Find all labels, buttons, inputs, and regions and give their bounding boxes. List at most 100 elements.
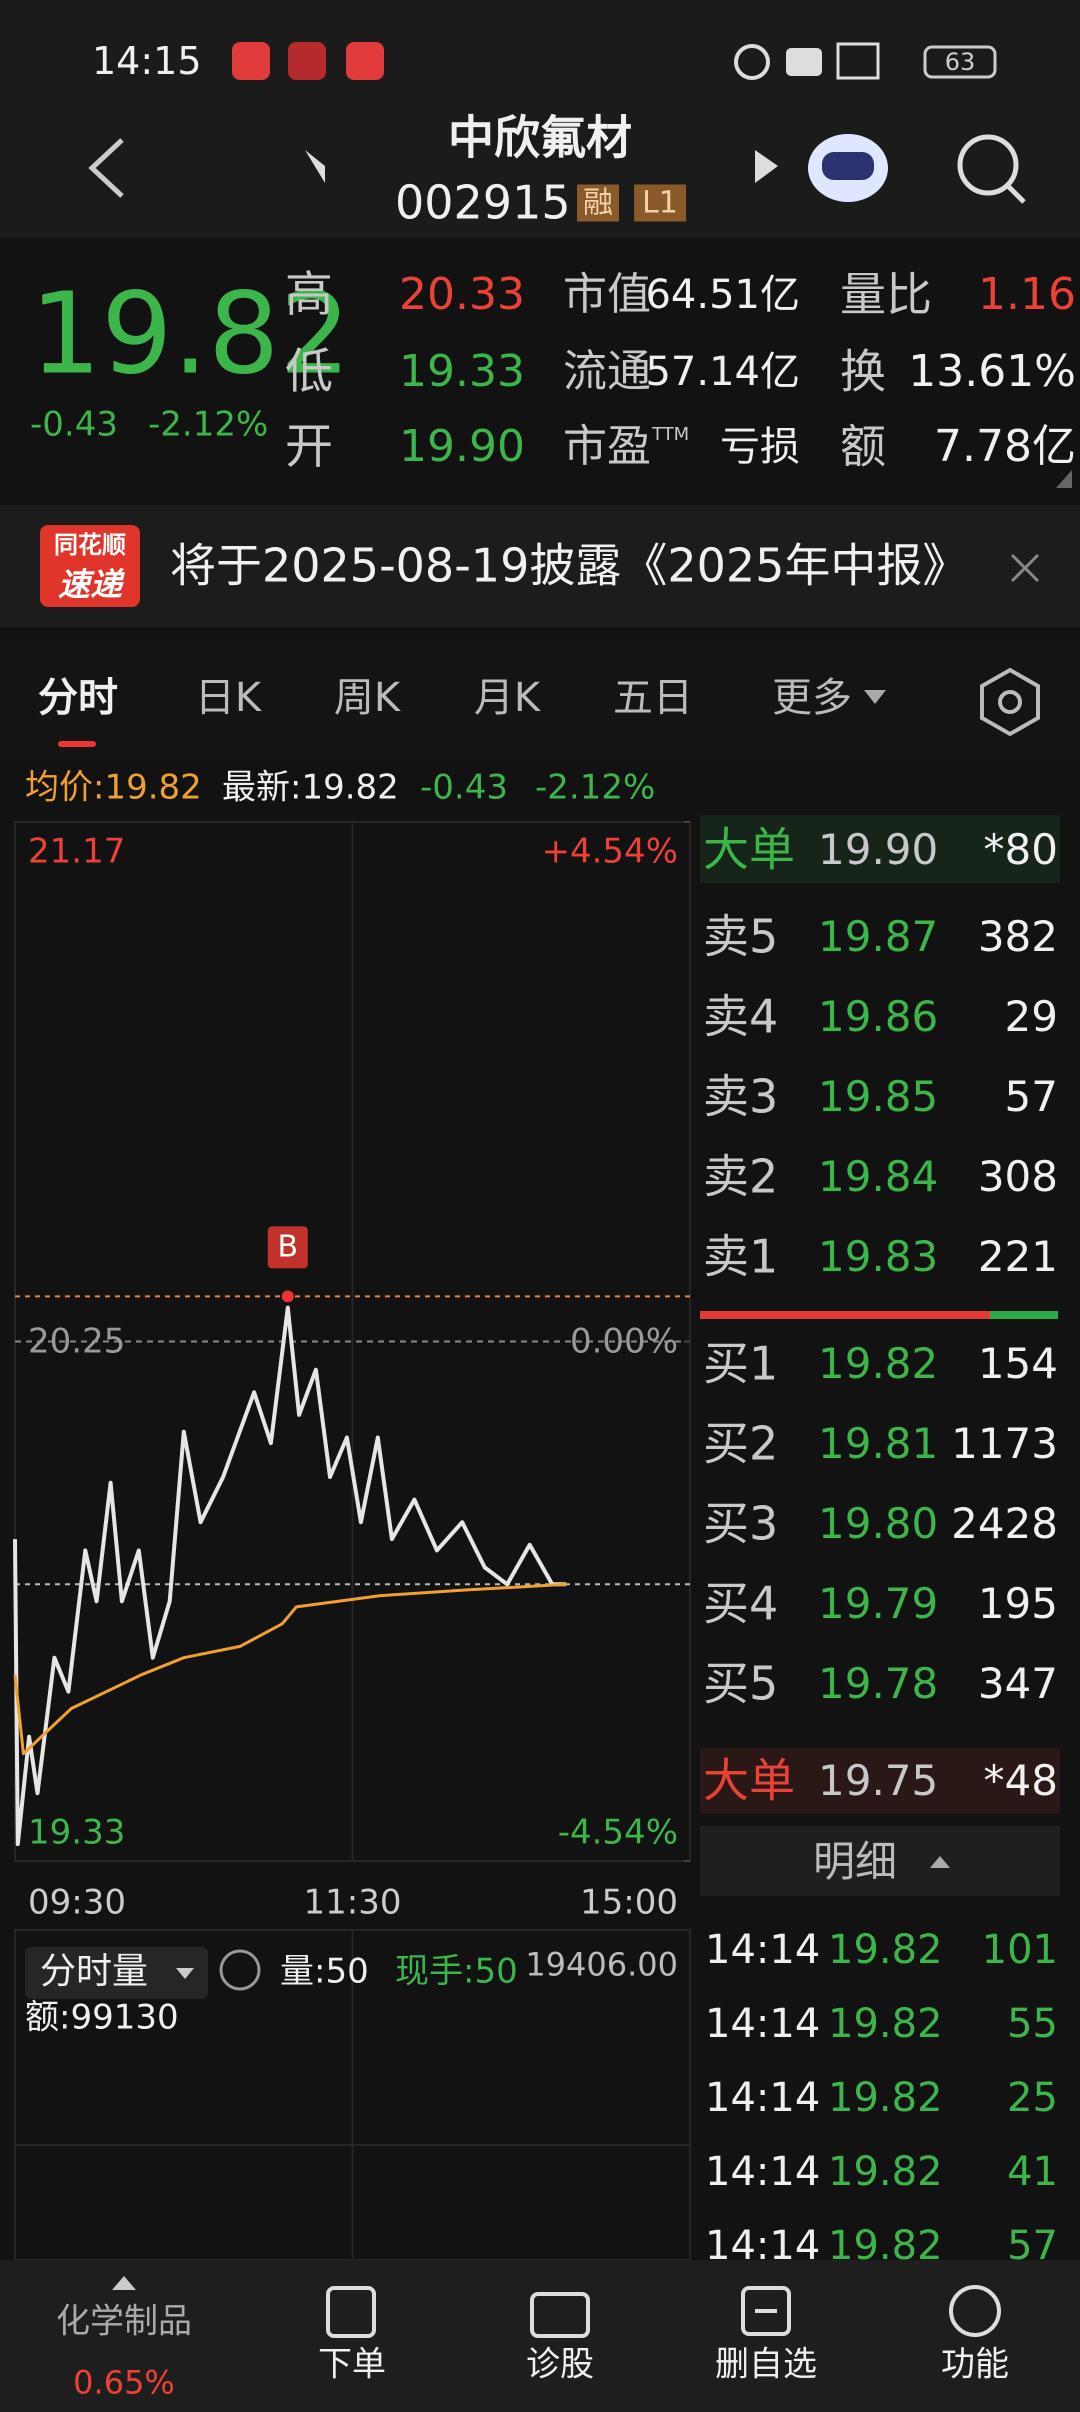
bid-price: 19.79 — [818, 1578, 939, 1628]
signal-icon — [836, 42, 880, 80]
nav-item[interactable]: 删自选 — [715, 2344, 817, 2385]
big-order-label: 大单 — [703, 1753, 795, 1808]
ask-qty: 221 — [977, 1231, 1058, 1281]
ask-label: 卖3 — [703, 1069, 779, 1124]
hd-icon — [786, 48, 822, 76]
bid-qty: 2428 — [951, 1498, 1058, 1548]
marker-box — [267, 1226, 308, 1269]
search-button[interactable] — [957, 134, 1019, 196]
x-tick-label: 09:30 — [28, 1882, 126, 1923]
latest-price: 最新:19.82 — [222, 767, 399, 808]
stat-sup: TTM — [652, 424, 690, 446]
alarm-icon — [734, 44, 770, 80]
notice-text[interactable]: 将于2025-08-19披露《2025年中报》 — [170, 538, 969, 593]
tab[interactable]: 日K — [194, 675, 262, 721]
ask-qty: 29 — [1004, 991, 1058, 1041]
diagnose-icon[interactable] — [530, 2292, 590, 2338]
trade-price: 19.82 — [828, 1927, 943, 1973]
settings-button[interactable] — [980, 667, 1040, 737]
volume-selector[interactable]: 分时量 — [40, 1951, 149, 1993]
stat-value: 57.14亿 — [645, 349, 800, 395]
bid-price: 19.81 — [818, 1418, 939, 1468]
marker-dot — [281, 1290, 294, 1303]
tab[interactable]: 周K — [333, 675, 401, 721]
sector-change: 0.65% — [73, 2363, 175, 2402]
y-tick-label: 19.33 — [28, 1812, 126, 1853]
app-icon — [346, 42, 384, 80]
detail-sort[interactable] — [930, 1856, 950, 1868]
close-notice[interactable] — [1010, 553, 1040, 583]
more-arrow — [864, 690, 886, 704]
bid-label: 买2 — [703, 1416, 779, 1471]
stock-code: 002915 — [395, 175, 571, 230]
stat-value: 13.61% — [908, 345, 1076, 397]
big-order-label: 大单 — [703, 822, 795, 877]
nav-item[interactable]: 功能 — [941, 2344, 1009, 2385]
bid-label: 买3 — [703, 1496, 779, 1551]
tabs-bg — [0, 640, 1080, 758]
ask-qty: 382 — [977, 911, 1058, 961]
app-icon — [288, 42, 326, 80]
tab[interactable]: 月K — [473, 675, 541, 721]
badge-text: 速递 — [57, 565, 123, 604]
change: -0.43 — [30, 404, 118, 445]
trade-time: 14:14 — [705, 1927, 821, 1973]
nav-item[interactable]: 下单 — [318, 2344, 386, 2385]
prev-stock[interactable] — [305, 150, 325, 183]
stat-label: 低 — [285, 343, 334, 400]
ask-qty: 57 — [1004, 1071, 1058, 1121]
ask-price: 19.85 — [818, 1071, 939, 1121]
notice-badge — [40, 525, 140, 607]
trade-time: 14:14 — [705, 2149, 821, 2195]
big-order-price: 19.90 — [818, 824, 939, 874]
next-stock[interactable] — [755, 150, 778, 183]
ask-label: 卖1 — [703, 1229, 779, 1284]
big-order-bg — [700, 1748, 1060, 1814]
help-icon[interactable] — [219, 1949, 261, 1991]
trade-qty: 41 — [1007, 2149, 1058, 2195]
clock: 14:15 — [92, 39, 202, 84]
bid-label: 买4 — [703, 1576, 779, 1631]
order-icon[interactable] — [326, 2286, 376, 2338]
stat-value: 19.33 — [399, 345, 525, 397]
detail-title: 明细 — [812, 1836, 898, 1886]
sector-expand[interactable] — [112, 2276, 136, 2290]
back-button[interactable] — [88, 138, 124, 198]
battery-level: 63 — [944, 47, 976, 76]
stat-label: 市盈 — [563, 420, 651, 472]
ask-price: 19.87 — [818, 911, 939, 961]
big-order-bg — [700, 815, 1060, 883]
tab[interactable]: 分时 — [38, 675, 118, 721]
trade-price: 19.82 — [828, 2149, 943, 2195]
volume-selector-bg[interactable] — [25, 1947, 208, 1999]
detail-header-bg — [700, 1826, 1060, 1896]
app-icon — [232, 42, 270, 80]
y2-tick-label: +4.54% — [541, 831, 679, 872]
ask-label: 卖4 — [703, 989, 779, 1044]
avg-price: 均价:19.82 — [25, 767, 202, 808]
bid-price: 19.82 — [818, 1338, 939, 1388]
bid-price: 19.78 — [818, 1658, 939, 1708]
tab[interactable]: 更多 — [772, 675, 852, 721]
nav-item[interactable]: 诊股 — [526, 2344, 594, 2385]
x-tick-label: 15:00 — [580, 1882, 678, 1923]
series-line — [13, 1582, 567, 1756]
trade-qty: 25 — [1007, 2075, 1058, 2121]
tab[interactable]: 五日 — [613, 675, 693, 721]
trade-price: 19.82 — [828, 2001, 943, 2047]
stat-label: 流通 — [563, 345, 651, 397]
remove-watch-icon[interactable] — [741, 2286, 791, 2336]
stat-value: 1.16 — [978, 268, 1076, 320]
ask-label: 卖5 — [703, 909, 779, 964]
big-order-price: 19.75 — [818, 1755, 939, 1805]
last-price: 19.82 — [30, 269, 351, 400]
function-icon[interactable] — [949, 2285, 1001, 2337]
corner-triangle — [1056, 470, 1072, 488]
bid-label: 买1 — [703, 1336, 779, 1391]
change-pct: -2.12% — [148, 404, 269, 445]
sector-name[interactable]: 化学制品 — [56, 2301, 192, 2342]
badge-text: 同花顺 — [54, 530, 126, 559]
big-order-qty: *48 — [983, 1755, 1058, 1805]
